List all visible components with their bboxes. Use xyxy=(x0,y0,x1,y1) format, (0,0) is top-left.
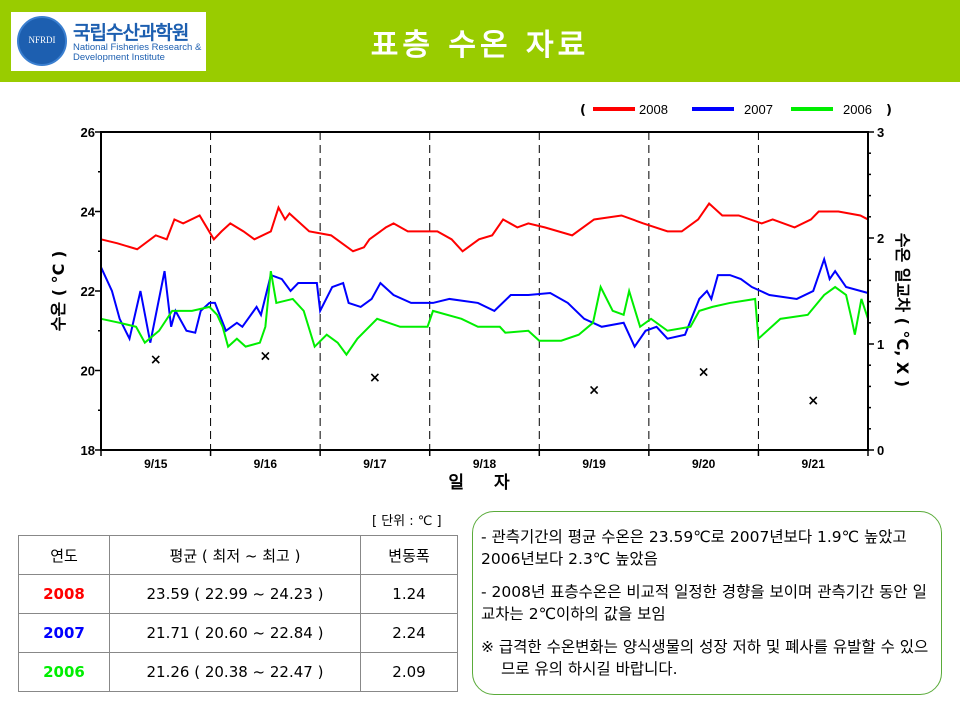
legend-open: ( xyxy=(580,103,586,118)
daily-range-marker: × xyxy=(807,393,819,409)
y-tick-label: 20 xyxy=(81,364,95,379)
y-axis-title: 수온 ( °C ) xyxy=(49,251,68,332)
series-line-2007 xyxy=(100,255,869,349)
table-row: 2006 21.26 ( 20.38 ~ 22.47 ) 2.09 xyxy=(18,652,458,692)
logo-english-name: National Fisheries Research & Development… xyxy=(73,43,201,63)
stats-cell: 21.26 ( 20.38 ~ 22.47 ) xyxy=(109,652,361,692)
y-right-tick-label: 3 xyxy=(877,125,884,140)
daily-range-marker: × xyxy=(150,352,162,368)
stats-cell: 21.71 ( 20.60 ~ 22.84 ) xyxy=(109,613,361,653)
legend-label-2008: 2008 xyxy=(639,102,668,117)
header-stats: 평균 ( 최저 ~ 최고 ) xyxy=(109,535,361,575)
y-tick-label: 24 xyxy=(81,205,96,220)
x-tick-label: 9/19 xyxy=(582,457,606,471)
y-right-axis-title: 수온 일교차 ( °C, X ) xyxy=(893,233,912,387)
logo-korean-name: 국립수산과학원 xyxy=(73,22,189,44)
note-warning: ※ 급격한 수온변화는 양식생물의 성장 저하 및 폐사를 유발할 수 있으므로… xyxy=(481,638,929,678)
unit-label: [ 단위 : ℃ ] xyxy=(372,514,442,529)
x-tick-label: 9/18 xyxy=(473,457,497,471)
stats-table: 연도 평균 ( 최저 ~ 최고 ) 변동폭 2008 23.59 ( 22.99… xyxy=(18,535,458,692)
x-tick-label: 9/15 xyxy=(144,457,168,471)
y-right-tick-label: 1 xyxy=(877,337,884,352)
daily-range-marker: × xyxy=(588,383,600,399)
y-right-tick-label: 2 xyxy=(877,231,884,246)
table-header-row: 연도 평균 ( 최저 ~ 최고 ) 변동폭 xyxy=(18,535,458,575)
plot-frame xyxy=(100,131,869,451)
daily-range-marker: × xyxy=(259,349,271,365)
x-axis-title: 일 자 xyxy=(448,473,521,493)
header-year: 연도 xyxy=(18,535,110,575)
y-tick-label: 18 xyxy=(81,443,95,458)
y-right-tick-label: 0 xyxy=(877,443,884,458)
range-cell: 2.09 xyxy=(360,652,458,692)
year-cell: 2007 xyxy=(18,613,110,653)
table-row: 2007 21.71 ( 20.60 ~ 22.84 ) 2.24 xyxy=(18,613,458,653)
logo-en-line1: National Fisheries Research & xyxy=(73,42,202,53)
header-range: 변동폭 xyxy=(360,535,458,575)
header-bar: NFRDI 국립수산과학원 National Fisheries Researc… xyxy=(0,0,960,82)
logo-en-line2: Development Institute xyxy=(73,52,165,63)
range-cell: 2.24 xyxy=(360,613,458,653)
legend-label-2006: 2006 xyxy=(843,102,872,117)
series-line-2006 xyxy=(100,270,869,357)
note-2: - 2008년 표층수온은 비교적 일정한 경향을 보이며 관측기간 동안 일교… xyxy=(481,583,927,623)
logo-seal-text: NFRDI xyxy=(28,35,56,45)
stats-cell: 23.59 ( 22.99 ~ 24.23 ) xyxy=(109,574,361,614)
note-1: - 관측기간의 평균 수온은 23.59℃로 2007년보다 1.9℃ 높았고 … xyxy=(481,528,907,568)
logo-seal-icon: NFRDI xyxy=(17,16,67,66)
range-cell: 1.24 xyxy=(360,574,458,614)
table-row: 2008 23.59 ( 22.99 ~ 24.23 ) 1.24 xyxy=(18,574,458,614)
x-tick-label: 9/17 xyxy=(363,457,387,471)
legend-close: ) xyxy=(886,103,892,118)
legend-label-2007: 2007 xyxy=(744,102,773,117)
series-line-2008 xyxy=(100,202,869,253)
daily-range-marker: × xyxy=(698,365,710,381)
daily-range-marker: × xyxy=(369,370,381,386)
x-tick-label: 9/20 xyxy=(692,457,716,471)
x-tick-label: 9/21 xyxy=(802,457,826,471)
year-cell: 2008 xyxy=(18,574,110,614)
notes-box: - 관측기간의 평균 수온은 23.59℃로 2007년보다 1.9℃ 높았고 … xyxy=(472,511,942,695)
year-cell: 2006 xyxy=(18,652,110,692)
y-tick-label: 22 xyxy=(81,284,95,299)
temperature-chart: × × × × × × 18 20 22 24 26 0 1 2 3 9/15 9/16 9/17 9/18 9/19… xyxy=(49,102,912,493)
logo[interactable]: NFRDI 국립수산과학원 National Fisheries Researc… xyxy=(11,12,206,71)
x-tick-label: 9/16 xyxy=(254,457,278,471)
page-title: 표층 수온 자료 xyxy=(370,28,590,63)
y-tick-label: 26 xyxy=(81,125,95,140)
